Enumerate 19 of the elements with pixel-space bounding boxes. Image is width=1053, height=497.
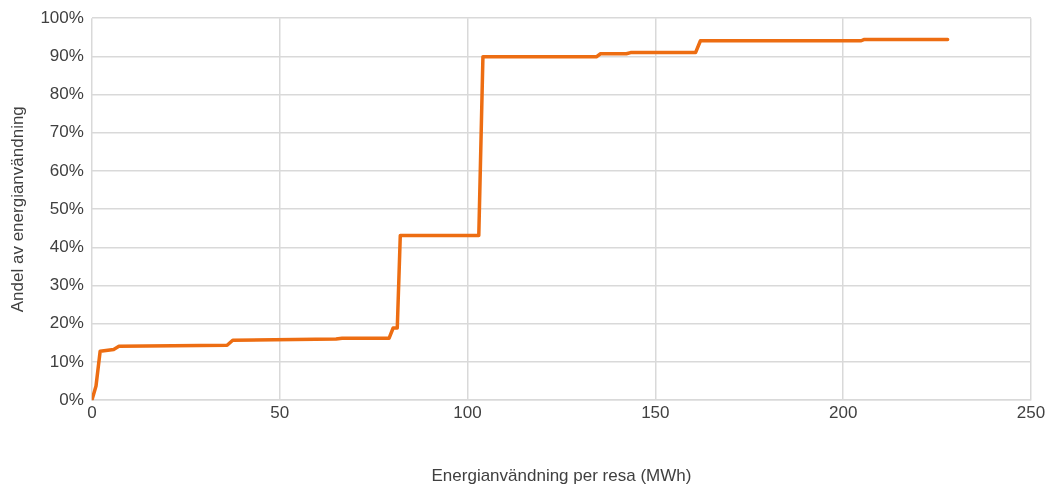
y-tick-label: 100%	[40, 7, 84, 27]
x-tick-label: 50	[270, 403, 290, 423]
x-axis-title: Energianvändning per resa (MWh)	[431, 466, 692, 486]
y-tick-label: 70%	[49, 122, 84, 142]
y-tick-label: 30%	[49, 275, 84, 295]
x-tick-label: 150	[641, 403, 670, 423]
x-tick-label: 250	[1016, 403, 1046, 423]
y-tick-label: 40%	[49, 237, 84, 257]
x-tick-label: 0	[87, 403, 97, 423]
x-tick-label: 200	[828, 403, 858, 423]
y-tick-label: 60%	[49, 160, 84, 180]
y-tick-label: 0%	[59, 389, 84, 409]
x-tick-label: 100	[453, 403, 482, 423]
y-tick-label: 20%	[49, 313, 84, 333]
y-tick-label: 50%	[49, 198, 84, 218]
y-tick-label: 10%	[49, 351, 84, 371]
y-tick-label: 80%	[49, 84, 84, 104]
y-axis-title: Andel av energianvändning	[7, 106, 27, 313]
y-tick-label: 90%	[49, 46, 84, 66]
